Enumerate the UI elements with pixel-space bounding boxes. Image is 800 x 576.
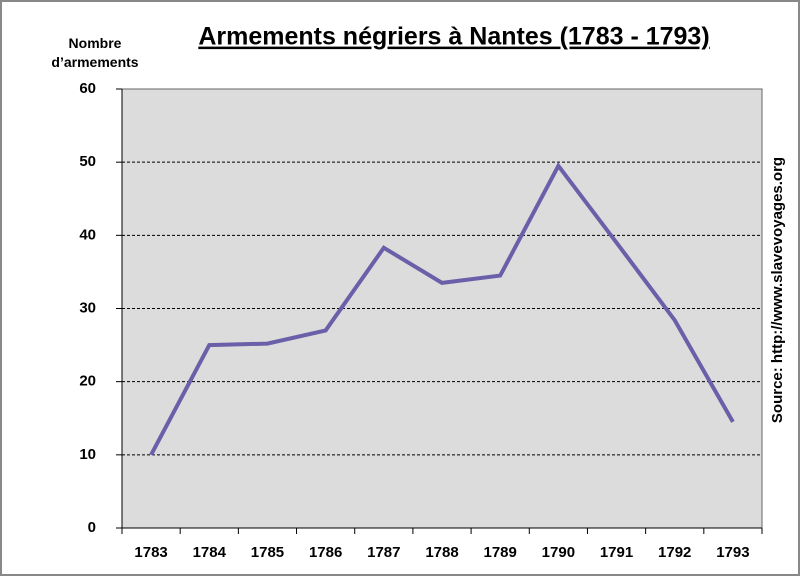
x-tick-label: 1788 bbox=[425, 544, 458, 561]
y-tick-label: 10 bbox=[79, 446, 96, 463]
source-note: Source: http://www.slavevoyages.org bbox=[769, 157, 786, 423]
x-tick-label: 1793 bbox=[716, 544, 749, 561]
x-tick-label: 1784 bbox=[193, 544, 227, 561]
x-tick-label: 1791 bbox=[600, 544, 633, 561]
x-tick-label: 1792 bbox=[658, 544, 691, 561]
y-tick-label: 50 bbox=[79, 153, 96, 170]
data-line bbox=[149, 162, 735, 456]
y-tick-label: 30 bbox=[79, 299, 96, 316]
x-tick-label: 1783 bbox=[134, 544, 167, 561]
chart-title: Armements négriers à Nantes (1783 - 1793… bbox=[198, 23, 709, 51]
x-tick-label: 1789 bbox=[483, 544, 516, 561]
y-tick-label: 20 bbox=[79, 373, 96, 390]
y-tick-label: 0 bbox=[88, 519, 96, 536]
y-tick-label: 60 bbox=[79, 80, 96, 97]
x-tick-label: 1787 bbox=[367, 544, 400, 561]
x-tick-label: 1785 bbox=[251, 544, 284, 561]
x-tick-label: 1786 bbox=[309, 544, 342, 561]
x-tick-label: 1790 bbox=[542, 544, 575, 561]
y-tick-label: 40 bbox=[79, 226, 96, 243]
y-axis-label: Nombre d’armements bbox=[51, 35, 139, 70]
